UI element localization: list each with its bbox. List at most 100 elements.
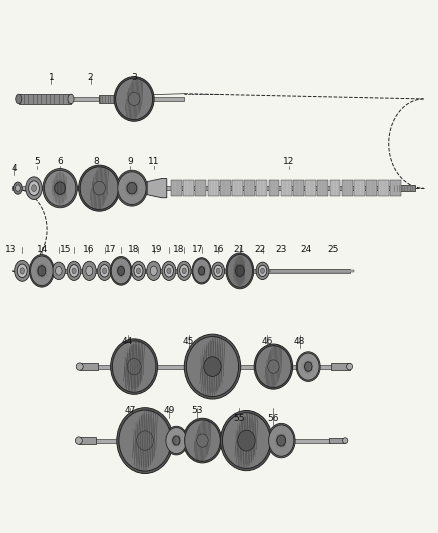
Ellipse shape [258, 265, 267, 277]
Text: 49: 49 [163, 406, 175, 415]
Ellipse shape [98, 261, 112, 280]
Bar [331, 364, 350, 370]
Ellipse shape [277, 435, 286, 446]
Text: 13: 13 [5, 245, 17, 254]
Ellipse shape [137, 431, 153, 450]
Bar [19, 94, 71, 104]
Ellipse shape [296, 352, 320, 382]
Ellipse shape [343, 438, 348, 443]
Bar [329, 180, 340, 196]
Text: 45: 45 [183, 337, 194, 346]
Ellipse shape [173, 436, 180, 445]
Bar [342, 180, 353, 196]
Ellipse shape [198, 266, 205, 275]
Ellipse shape [80, 167, 118, 209]
Ellipse shape [111, 258, 131, 284]
Ellipse shape [185, 420, 220, 461]
Bar [97, 365, 332, 368]
Ellipse shape [150, 266, 157, 276]
Ellipse shape [256, 262, 269, 279]
Text: 14: 14 [37, 245, 49, 254]
Ellipse shape [118, 266, 124, 276]
Ellipse shape [111, 339, 158, 394]
Bar [184, 180, 194, 196]
Ellipse shape [254, 344, 293, 389]
Ellipse shape [180, 264, 189, 277]
Ellipse shape [268, 425, 294, 456]
Ellipse shape [31, 256, 53, 286]
Bar [232, 180, 243, 196]
Bar [208, 180, 219, 196]
Text: 4: 4 [12, 164, 17, 173]
Bar [354, 180, 365, 196]
Ellipse shape [214, 265, 223, 277]
Bar [79, 437, 96, 445]
Text: 5: 5 [34, 157, 40, 166]
Bar [329, 438, 345, 443]
Ellipse shape [102, 268, 106, 274]
Ellipse shape [166, 427, 187, 454]
Bar [17, 269, 350, 272]
Text: 17: 17 [105, 245, 117, 254]
Ellipse shape [184, 334, 240, 399]
Ellipse shape [226, 253, 254, 289]
Text: 6: 6 [57, 157, 63, 166]
Ellipse shape [204, 357, 221, 376]
Ellipse shape [14, 182, 22, 194]
Text: 2: 2 [88, 72, 93, 82]
Ellipse shape [67, 261, 81, 280]
Ellipse shape [227, 255, 253, 287]
Text: 24: 24 [300, 245, 312, 254]
Text: 23: 23 [275, 245, 286, 254]
Ellipse shape [117, 170, 148, 206]
Bar [305, 180, 316, 196]
Text: 16: 16 [83, 245, 94, 254]
Text: 19: 19 [152, 245, 163, 254]
Bar [366, 180, 377, 196]
Ellipse shape [238, 430, 255, 451]
Text: 22: 22 [255, 245, 266, 254]
Ellipse shape [14, 261, 30, 281]
Ellipse shape [15, 185, 20, 191]
Ellipse shape [75, 437, 82, 445]
Ellipse shape [221, 410, 272, 471]
Ellipse shape [119, 410, 171, 471]
Ellipse shape [18, 264, 27, 278]
Text: 15: 15 [60, 245, 71, 254]
Ellipse shape [127, 182, 137, 194]
Ellipse shape [32, 185, 36, 191]
Text: 16: 16 [213, 245, 225, 254]
Bar [195, 180, 206, 196]
Ellipse shape [136, 268, 141, 274]
Bar [12, 186, 410, 190]
Text: 18: 18 [128, 245, 140, 254]
Text: 44: 44 [122, 337, 133, 346]
Ellipse shape [182, 268, 186, 274]
Ellipse shape [28, 181, 39, 196]
Ellipse shape [20, 268, 25, 274]
Ellipse shape [55, 182, 66, 195]
Ellipse shape [29, 255, 54, 287]
Ellipse shape [131, 261, 145, 280]
Ellipse shape [116, 78, 152, 119]
Ellipse shape [183, 418, 222, 463]
Ellipse shape [164, 264, 173, 277]
Ellipse shape [72, 268, 76, 274]
Text: 56: 56 [268, 414, 279, 423]
Ellipse shape [192, 257, 211, 284]
Ellipse shape [297, 353, 319, 380]
Text: 17: 17 [192, 245, 204, 254]
Bar [378, 180, 389, 196]
Text: 1: 1 [49, 72, 54, 82]
Ellipse shape [38, 265, 46, 276]
Ellipse shape [212, 262, 225, 279]
Bar [293, 180, 304, 196]
Text: 9: 9 [127, 157, 133, 166]
Ellipse shape [100, 264, 109, 277]
Ellipse shape [186, 336, 239, 397]
Ellipse shape [45, 171, 76, 206]
Text: 46: 46 [261, 337, 272, 346]
Ellipse shape [118, 172, 146, 205]
Bar [391, 180, 401, 196]
Ellipse shape [110, 256, 132, 285]
